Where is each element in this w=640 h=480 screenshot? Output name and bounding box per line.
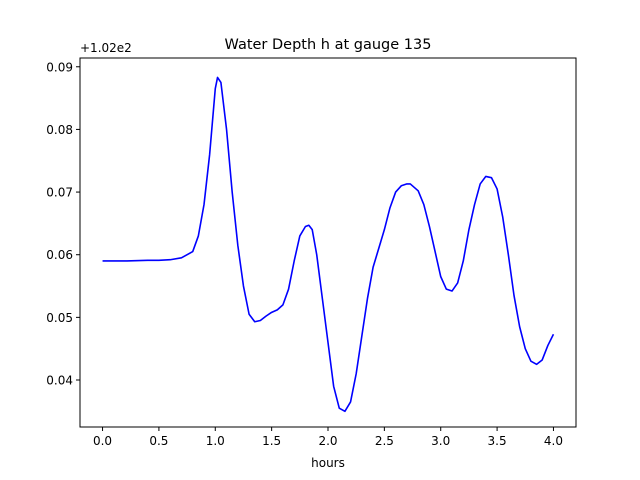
x-tick-label: 4.0	[544, 434, 563, 448]
y-tick-label: 0.05	[46, 311, 73, 325]
y-tick-label: 0.06	[46, 248, 73, 262]
x-tick-label: 1.0	[206, 434, 225, 448]
x-axis-label: hours	[311, 456, 345, 470]
x-tick-label: 1.5	[262, 434, 281, 448]
y-tick-label: 0.09	[46, 60, 73, 74]
x-tick-label: 0.5	[149, 434, 168, 448]
x-tick-label: 3.5	[488, 434, 507, 448]
x-tick-label: 0.0	[93, 434, 112, 448]
x-tick-label: 3.0	[431, 434, 450, 448]
x-tick-label: 2.5	[375, 434, 394, 448]
y-tick-label: 0.08	[46, 123, 73, 137]
plot-area: 0.0 0.5 1.0 1.5 2.0 2.5 3.0 3.5 4.0 0.04 0.05 0.06 0…	[46, 57, 577, 448]
y-offset-label: +1.02e2	[80, 41, 132, 55]
x-tick-label: 2.0	[318, 434, 337, 448]
y-tick-label: 0.04	[46, 374, 73, 388]
series-line-0	[102, 76, 555, 413]
y-tick-label: 0.07	[46, 186, 73, 200]
chart-title: Water Depth h at gauge 135	[225, 37, 432, 53]
